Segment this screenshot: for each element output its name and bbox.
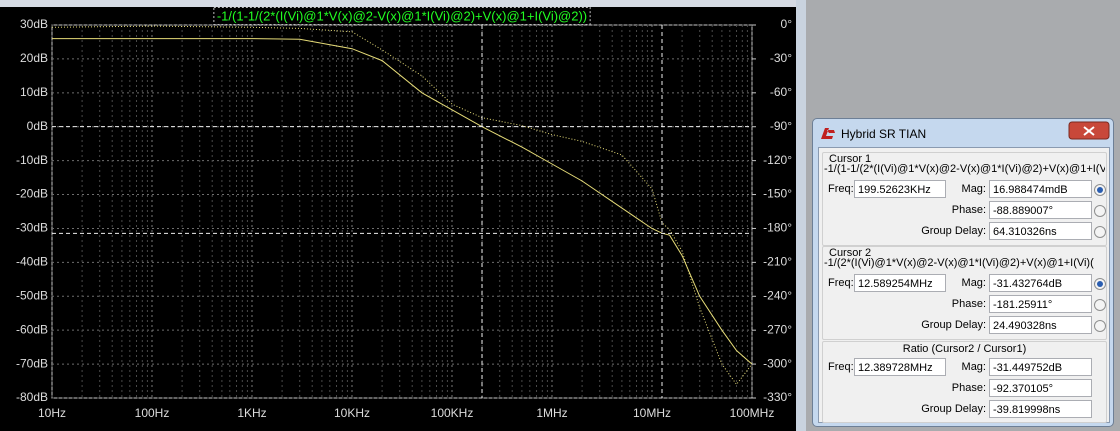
mag-field[interactable]: -31.432764dB — [989, 274, 1092, 292]
group-delay-field[interactable]: -39.819998ns — [989, 400, 1092, 418]
phase-field[interactable]: -181.25911° — [989, 295, 1092, 313]
y-tick-label: -70dB — [16, 356, 48, 370]
y-tick-label: -20dB — [16, 187, 48, 201]
group-delay-label: Group Delay: — [921, 225, 986, 237]
freq-field[interactable]: 12.389728MHz — [854, 358, 946, 376]
y2-tick-label: -90° — [770, 119, 792, 133]
group-heading: Cursor 1 — [829, 153, 872, 165]
group-delay-label: Group Delay: — [921, 403, 986, 415]
title-box — [213, 6, 591, 25]
phase-label: Phase: — [951, 298, 986, 310]
plot-window: -1/(1-1/(2*(I(Vi)@1*V(x)@2-V(x)@1*I(Vi)@… — [0, 0, 806, 431]
group-heading: Cursor 2 — [829, 247, 872, 259]
y2-tick-label: -60° — [770, 85, 792, 99]
y-tick-label: -30dB — [16, 221, 48, 235]
y-tick-label: -50dB — [16, 288, 48, 302]
curves — [51, 25, 753, 398]
x-tick-label: 100Hz — [135, 406, 170, 420]
mag-label: Mag: — [961, 277, 986, 289]
group-box: Ratio (Cursor2 / Cursor1) Freq: 12.389728M… — [822, 341, 1107, 423]
y2-tick-label: -270° — [763, 322, 792, 336]
y-tick-label: 30dB — [20, 17, 48, 31]
x-tick-label: 100KHz — [431, 406, 474, 420]
close-icon — [1083, 126, 1095, 136]
plot-background — [0, 0, 806, 431]
group-box: Cursor 2 -1/(2*(I(Vi)@1*V(x)@2-V(x)@1*I(V… — [822, 246, 1107, 340]
y2-tick-label: -120° — [763, 153, 792, 167]
group-heading: Ratio (Cursor2 / Cursor1) — [902, 343, 1027, 355]
dialog-body: Cursor 1 -1/(1-1/(2*(I(Vi)@1*V(x)@2-V(x)@… — [818, 147, 1110, 423]
radio-button[interactable] — [1094, 205, 1106, 217]
dialog-title: Hybrid SR TIAN — [841, 127, 927, 141]
x-tick-label: 1MHz — [536, 406, 567, 420]
group-delay-field[interactable]: 24.490328ns — [989, 316, 1092, 334]
y-tick-label: -60dB — [16, 322, 48, 336]
freq-field[interactable]: 199.52623KHz — [854, 180, 946, 198]
cursor-dialog: Hybrid SR TIAN Cursor 1 -1/(1-1/(2*(I(Vi)… — [812, 118, 1114, 427]
expression: -1/(1-1/(2*(I(Vi)@1*V(x)@2-V(x)@1*I(Vi)@… — [824, 163, 1105, 175]
freq-field[interactable]: 12.589254MHz — [854, 274, 946, 292]
y2-tick-label: -210° — [763, 255, 792, 269]
radio-button[interactable] — [1094, 278, 1106, 290]
mag-field[interactable]: -31.449752dB — [989, 358, 1092, 376]
title-bar — [821, 121, 1110, 140]
app-icon — [821, 128, 835, 139]
x-tick-label: 1KHz — [237, 406, 266, 420]
radio-button[interactable] — [1094, 226, 1106, 238]
expression: -1/(2*(I(Vi)@1*V(x)@2-V(x)@1*I(Vi)@2)+V(… — [824, 257, 1094, 269]
mag-label: Mag: — [961, 183, 986, 195]
chart-title: -1/(1-1/(2*(I(Vi)@1*V(x)@2-V(x)@1*I(Vi)@… — [217, 8, 587, 23]
y2-tick-label: -30° — [770, 51, 792, 65]
y2-tick-label: -180° — [763, 221, 792, 235]
radio-button[interactable] — [1094, 320, 1106, 332]
y-tick-label: -40dB — [16, 255, 48, 269]
y2-tick-label: -330° — [763, 390, 792, 404]
radio-button[interactable] — [1094, 184, 1106, 196]
mag-field[interactable]: 16.988474mdB — [989, 180, 1092, 198]
phase-field[interactable]: -88.889007° — [989, 201, 1092, 219]
y2-tick-label: -150° — [763, 187, 792, 201]
group-delay-label: Group Delay: — [921, 319, 986, 331]
grid — [51, 24, 753, 399]
x-tick-label: 10MHz — [633, 406, 671, 420]
freq-label: Freq: — [828, 183, 854, 195]
y-tick-label: -10dB — [16, 153, 48, 167]
phase-label: Phase: — [951, 204, 986, 216]
x-tick-label: 10Hz — [38, 406, 66, 420]
y-tick-label: 0dB — [27, 119, 48, 133]
group-box: Cursor 1 -1/(1-1/(2*(I(Vi)@1*V(x)@2-V(x)@… — [822, 152, 1107, 246]
phase-label: Phase: — [951, 382, 986, 394]
x-tick-label: 10KHz — [334, 406, 370, 420]
mag-label: Mag: — [961, 361, 986, 373]
y2-tick-label: -300° — [763, 356, 792, 370]
group-delay-field[interactable]: 64.310326ns — [989, 222, 1092, 240]
x-tick-label: 100MHz — [730, 406, 775, 420]
window-top — [0, 0, 806, 7]
y-tick-label: 10dB — [20, 85, 48, 99]
series-line — [52, 38, 753, 365]
radio-button[interactable] — [1094, 299, 1106, 311]
y-tick-label: -80dB — [16, 390, 48, 404]
phase-field[interactable]: -92.370105° — [989, 379, 1092, 397]
y-tick-label: 20dB — [20, 51, 48, 65]
y2-tick-label: 0° — [781, 17, 793, 31]
freq-label: Freq: — [828, 361, 854, 373]
freq-label: Freq: — [828, 277, 854, 289]
window-border — [796, 0, 806, 431]
y2-tick-label: -240° — [763, 288, 792, 302]
